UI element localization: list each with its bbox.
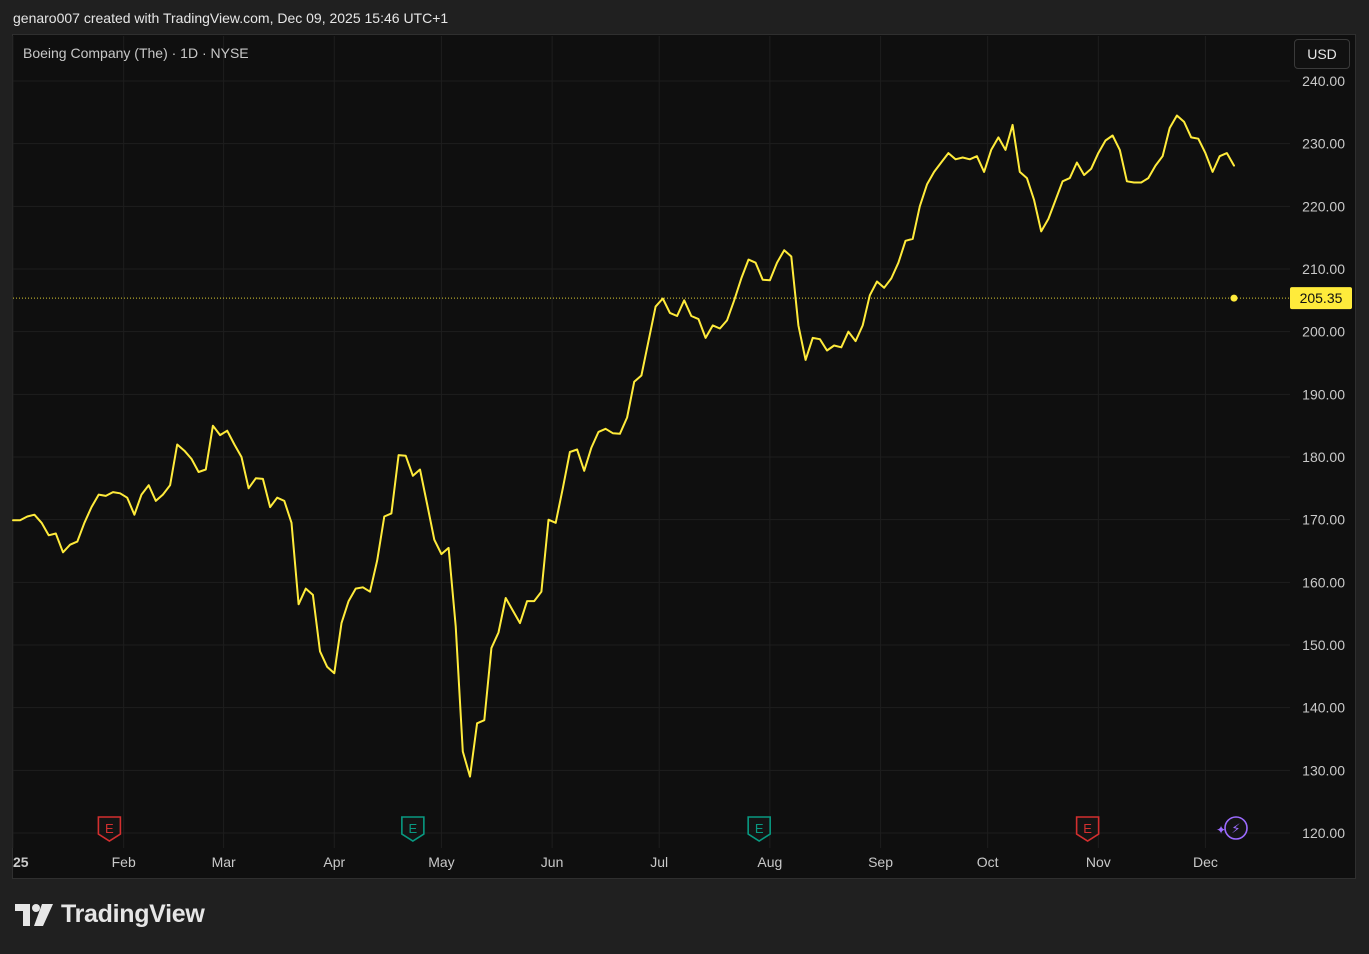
x-tick-label: Feb xyxy=(112,854,136,870)
last-price-tag xyxy=(1290,287,1352,310)
y-tick-label: 130.00 xyxy=(1302,762,1345,778)
y-tick-label: 160.00 xyxy=(1302,574,1345,590)
earnings-marker-label: E xyxy=(755,821,764,836)
y-tick-label: 140.00 xyxy=(1302,700,1345,716)
earnings-marker-label: E xyxy=(105,821,114,836)
y-tick-label: 120.00 xyxy=(1302,825,1345,841)
x-tick-label: Jul xyxy=(650,854,668,870)
last-price-tag-label: 205.35 xyxy=(1300,290,1343,306)
y-tick-label: 170.00 xyxy=(1302,512,1345,528)
price-series-line xyxy=(12,114,1235,778)
y-tick-label: 150.00 xyxy=(1302,637,1345,653)
y-tick-label: 210.00 xyxy=(1302,261,1345,277)
x-tick-label: Nov xyxy=(1086,854,1111,870)
tradingview-logo-icon xyxy=(15,903,53,926)
x-tick-label: Sep xyxy=(868,854,893,870)
x-tick-label: Apr xyxy=(323,854,345,870)
y-tick-label: 180.00 xyxy=(1302,449,1345,465)
y-tick-label: 200.00 xyxy=(1302,324,1345,340)
currency-button[interactable]: USD xyxy=(1294,39,1350,69)
sparkle-icon: ✦ xyxy=(1216,823,1226,837)
earnings-marker xyxy=(1075,816,1100,842)
lightning-icon: ⚡ xyxy=(1231,822,1240,837)
x-tick-label: May xyxy=(428,854,454,870)
symbol-label: Boeing Company (The) · 1D · NYSE xyxy=(23,45,249,61)
brand-name: TradingView xyxy=(61,900,205,928)
earnings-marker-label: E xyxy=(1083,821,1092,836)
x-tick-label: 25 xyxy=(13,854,29,870)
y-tick-label: 230.00 xyxy=(1302,136,1345,152)
earnings-marker-label: E xyxy=(409,821,418,836)
y-tick-label: 220.00 xyxy=(1302,198,1345,214)
x-tick-label: Oct xyxy=(977,854,999,870)
earnings-marker xyxy=(401,816,425,842)
tradingview-logo[interactable]: TradingView xyxy=(15,900,205,929)
x-tick-label: Dec xyxy=(1193,854,1218,870)
x-tick-label: Aug xyxy=(757,854,782,870)
y-tick-label: 190.00 xyxy=(1302,386,1345,402)
y-tick-label: 240.00 xyxy=(1302,73,1345,89)
earnings-marker xyxy=(97,816,122,842)
earnings-marker xyxy=(747,816,771,842)
x-tick-label: Mar xyxy=(212,854,236,870)
last-price-dot xyxy=(1230,294,1238,302)
x-tick-label: Jun xyxy=(541,854,564,870)
chart-attribution: genaro007 created with TradingView.com, … xyxy=(13,10,449,26)
upcoming-event-marker xyxy=(1224,816,1248,840)
